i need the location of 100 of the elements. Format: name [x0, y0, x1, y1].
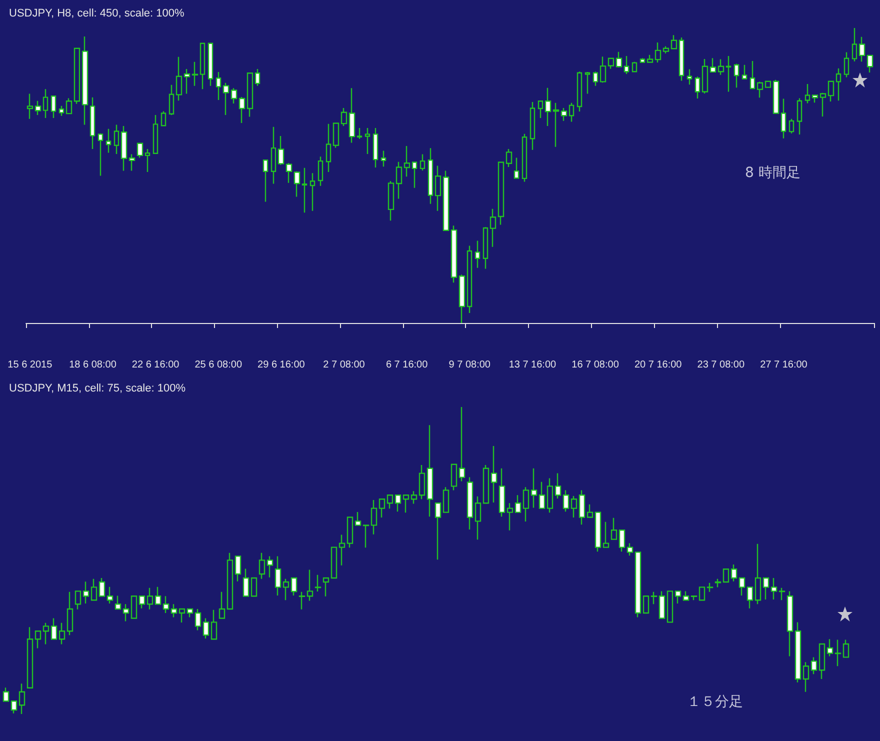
- candlestick: [552, 102, 560, 148]
- candlestick: [522, 486, 530, 522]
- candlestick: [410, 490, 418, 504]
- candlestick: [404, 145, 410, 178]
- candlestick: [820, 92, 826, 118]
- candlestick: [114, 124, 120, 155]
- x-tick-label: 27 7 16:00: [760, 360, 808, 370]
- candlestick: [34, 100, 42, 116]
- candlestick: [90, 578, 98, 601]
- candlestick: [144, 148, 150, 173]
- candlestick: [734, 63, 740, 88]
- candlestick: [270, 126, 276, 184]
- candlestick: [246, 72, 254, 118]
- x-tick-label: 29 6 16:00: [258, 360, 306, 370]
- candlestick: [434, 502, 442, 560]
- candlestick: [258, 552, 266, 580]
- candlestick: [210, 609, 218, 640]
- candlestick: [690, 596, 698, 601]
- candlestick: [162, 596, 170, 614]
- candlestick: [610, 517, 618, 540]
- candlestick: [98, 577, 106, 597]
- candlestick: [726, 55, 732, 92]
- candlestick: [682, 590, 690, 601]
- candlestick: [788, 118, 794, 134]
- candlestick: [176, 56, 182, 102]
- candlestick: [506, 148, 512, 168]
- candlestick: [578, 490, 586, 526]
- candlestick: [74, 590, 82, 610]
- candlestick: [186, 608, 194, 618]
- candlestick: [402, 494, 410, 514]
- candlestick: [372, 127, 378, 168]
- candlestick: [538, 481, 546, 509]
- candlestick: [514, 494, 522, 513]
- candlestick: [18, 683, 26, 715]
- candlestick: [282, 578, 290, 601]
- candlestick: [834, 639, 842, 667]
- candlestick: [170, 603, 178, 618]
- candlestick: [576, 71, 582, 112]
- x-tick-label: 18 6 08:00: [69, 360, 117, 370]
- candlestick: [200, 42, 206, 90]
- candlestick: [66, 591, 74, 636]
- candlestick: [762, 577, 770, 600]
- candlestick: [474, 240, 480, 268]
- candlestick: [194, 608, 202, 631]
- candlestick: [554, 472, 562, 500]
- candlestick: [340, 107, 348, 127]
- candlestick: [152, 114, 158, 154]
- candlestick: [616, 51, 622, 68]
- candlestick: [238, 96, 246, 124]
- candlestick: [662, 46, 670, 54]
- candlestick: [538, 100, 544, 119]
- candlestick: [828, 80, 834, 102]
- candlestick: [442, 486, 450, 513]
- candlestick: [506, 502, 514, 532]
- candlestick: [234, 556, 242, 582]
- candlestick: [420, 154, 426, 172]
- candlestick: [412, 162, 418, 188]
- x-tick-label: 23 7 08:00: [697, 360, 745, 370]
- candlestick: [658, 590, 666, 619]
- candlestick: [106, 586, 114, 604]
- candlestick: [562, 490, 570, 512]
- candlestick: [34, 630, 42, 649]
- candlestick: [718, 58, 724, 76]
- candlestick: [322, 577, 330, 598]
- candlestick: [522, 133, 528, 182]
- candlestick: [458, 274, 466, 324]
- candlestick: [600, 56, 606, 84]
- candlestick: [674, 590, 682, 604]
- candlestick: [482, 226, 488, 270]
- candlestick: [332, 122, 340, 148]
- candlestick: [756, 81, 764, 98]
- candlestick: [498, 162, 504, 226]
- candlestick: [836, 68, 842, 102]
- x-tick-label: 9 7 08:00: [448, 360, 491, 370]
- candlestick: [138, 596, 146, 609]
- candlestick: [330, 546, 338, 579]
- candlestick: [394, 494, 402, 512]
- candlestick: [388, 180, 394, 222]
- candlestick: [396, 161, 402, 200]
- candlestick: [82, 581, 90, 604]
- candlestick: [310, 172, 316, 212]
- candlestick: [378, 498, 386, 518]
- candlestick: [530, 468, 538, 508]
- candlestick: [706, 582, 714, 592]
- candlestick: [226, 552, 234, 610]
- candlestick: [266, 556, 274, 578]
- candlestick: [646, 54, 654, 63]
- candlestick: [626, 542, 634, 556]
- x-tick-label: 6 7 16:00: [386, 360, 428, 370]
- candlestick: [694, 76, 700, 100]
- candlestick: [326, 123, 332, 173]
- candlestick: [50, 618, 58, 640]
- candlestick: [844, 52, 850, 78]
- candlestick: [356, 127, 362, 140]
- candlestick: [294, 170, 300, 198]
- x-tick-label: 13 7 16:00: [508, 360, 557, 370]
- candlestick: [568, 102, 574, 122]
- candlestick: [730, 564, 738, 582]
- candlestick: [278, 135, 284, 166]
- candlestick: [586, 504, 594, 518]
